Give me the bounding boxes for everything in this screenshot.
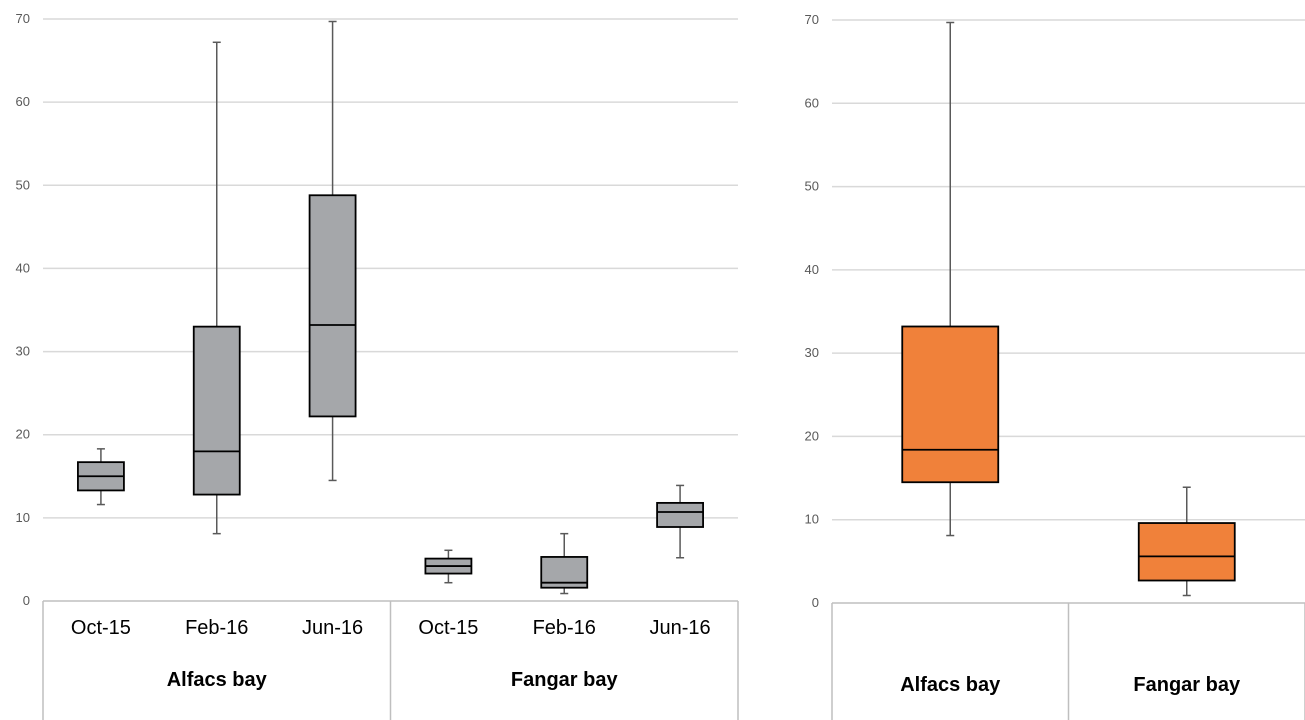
box-plot-item [656,484,704,559]
box-iqr [656,501,704,528]
group-label: Fangar bay [511,669,619,691]
y-tick-label: 0 [23,593,30,608]
box-plot-item [540,532,589,595]
y-tick-label: 40 [16,260,30,275]
y-tick-label: 10 [805,512,819,527]
box-iqr [308,194,357,418]
box-plot-item [424,549,473,584]
x-tick-label: Feb-16 [185,617,248,639]
y-tick-label: 30 [16,344,30,359]
x-tick-label: Fangar bay [1133,674,1241,696]
y-tick-label: 20 [805,428,819,443]
y-tick-label: 40 [805,262,819,277]
x-tick-label: Jun-16 [302,617,363,639]
box-plot-item [308,20,357,482]
x-tick-label: Oct-15 [71,617,131,639]
box-iqr [901,325,1000,484]
y-tick-label: 50 [16,177,30,192]
x-tick-label: Oct-15 [418,617,478,639]
y-tick-label: 20 [16,427,30,442]
box-plot-item [1137,486,1236,597]
x-tick-label: Feb-16 [533,617,596,639]
y-tick-label: 50 [805,179,819,194]
y-tick-label: 60 [16,94,30,109]
y-tick-label: 0 [812,595,819,610]
x-tick-label: Alfacs bay [900,674,1001,696]
group-label: Alfacs bay [167,669,268,691]
left-box-plot: 0 10 20 30 40 50 60 70 Oct-15 Feb-16 Jun-16 Oct-15 F… [16,11,739,720]
box-iqr [192,325,241,496]
box-plot-item [77,448,125,506]
x-tick-label: Jun-16 [650,617,711,639]
box-plot-item [901,21,1000,537]
right-box-plot: 0 10 20 30 40 50 60 70 Alfacs bay Fangar bay [805,12,1305,720]
box-plot-item [192,41,241,535]
y-tick-label: 70 [16,11,30,26]
y-tick-label: 10 [16,510,30,525]
y-tick-label: 60 [805,95,819,110]
y-tick-label: 30 [805,345,819,360]
y-tick-label: 70 [805,12,819,27]
box-iqr [1137,522,1236,582]
